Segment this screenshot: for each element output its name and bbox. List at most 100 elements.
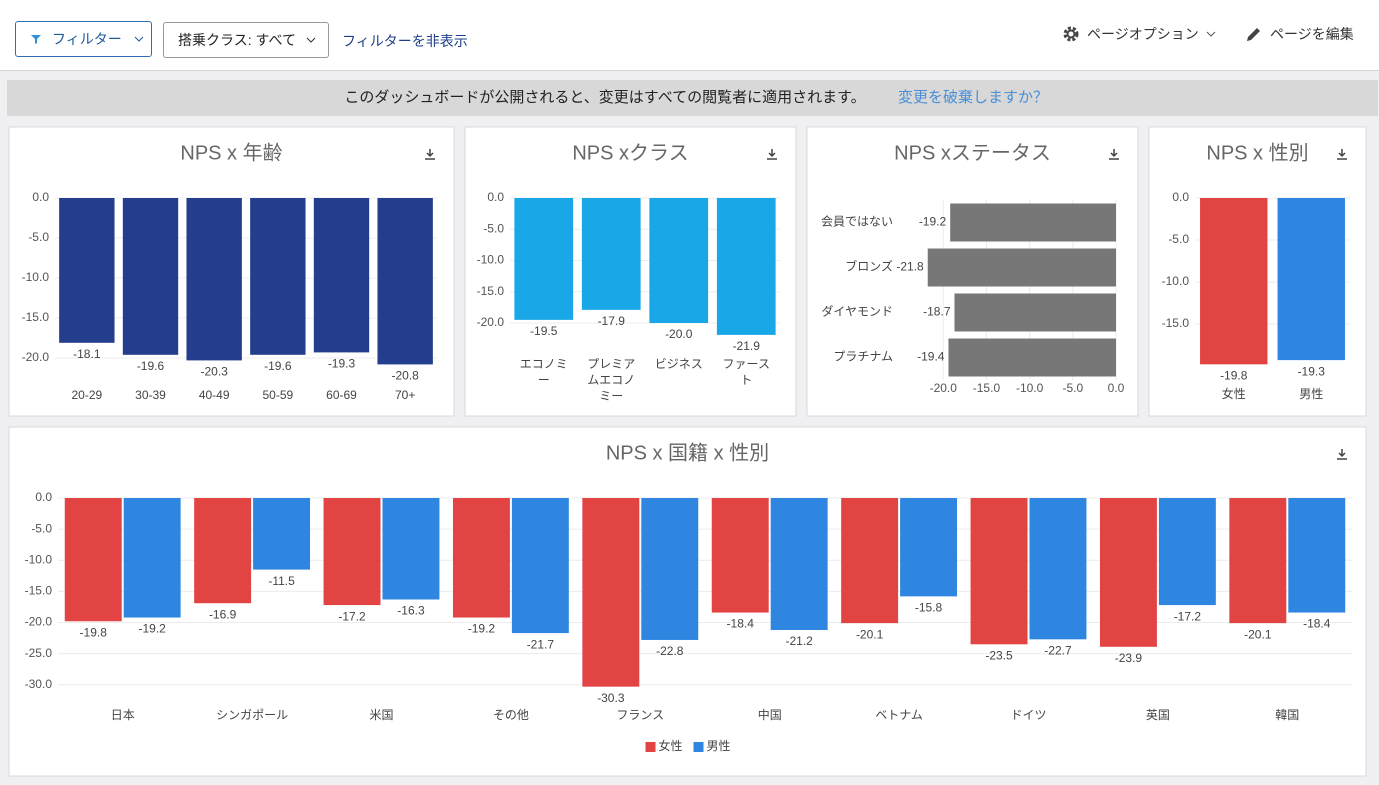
chevron — [306, 37, 316, 43]
value-label: -23.5 — [985, 648, 1013, 662]
chart-title: NPS x 国籍 x 性別 — [606, 441, 769, 464]
x-tick-label: エコノミー — [520, 357, 568, 387]
download-icon[interactable] — [1337, 149, 1347, 160]
value-label: -15.8 — [915, 601, 943, 615]
value-label: -18.4 — [1303, 617, 1331, 631]
x-tick-label: プレミアムエコノミー — [587, 357, 635, 403]
value-label: -20.3 — [200, 365, 228, 379]
y-tick-label: -20.0 — [25, 615, 53, 629]
bar — [716, 198, 776, 335]
y-tick-label: -10.0 — [22, 270, 50, 284]
x-tick-label: -10.0 — [1016, 381, 1044, 395]
download-icon[interactable] — [1109, 149, 1119, 160]
value-label: -21.8 — [896, 260, 924, 274]
x-tick-label: 20-29 — [71, 388, 102, 402]
bar — [948, 338, 1116, 377]
x-tick-label: 米国 — [369, 708, 393, 722]
bar — [123, 498, 181, 618]
x-tick-label: ビジネス — [655, 357, 703, 371]
x-tick-label: 日本 — [111, 708, 135, 722]
bar — [253, 498, 311, 570]
bar — [452, 498, 510, 618]
value-label: -19.5 — [530, 324, 558, 338]
banner-message: このダッシュボードが公開されると、変更はすべての閲覧者に適用されます。 — [344, 88, 865, 106]
discard-link[interactable]: 変更を破棄しますか？ — [898, 88, 1048, 106]
value-label: -20.0 — [665, 327, 693, 341]
download-glyph — [425, 149, 435, 160]
bar — [313, 198, 370, 353]
legend-label: 男性 — [707, 739, 731, 753]
bar — [1277, 198, 1345, 361]
y-tick-label: -10.0 — [477, 253, 505, 267]
download-icon[interactable] — [767, 149, 777, 160]
value-label: -18.4 — [727, 617, 755, 631]
bar — [382, 498, 440, 600]
bar — [511, 498, 569, 634]
value-label: -20.1 — [1244, 627, 1272, 641]
y-tick-label: 0.0 — [1172, 190, 1189, 204]
value-label: -21.2 — [785, 634, 813, 648]
y-tick-label: -10.0 — [1162, 274, 1190, 288]
value-label: -19.8 — [80, 625, 108, 639]
y-tick-label: プラチナム — [833, 350, 893, 364]
bar — [122, 198, 179, 355]
class-filter[interactable]: 搭乗クラス: すべて — [163, 22, 329, 58]
class-filter-label: 搭乗クラス: すべて — [178, 32, 296, 48]
value-label: -16.9 — [209, 607, 237, 621]
value-label: -17.2 — [338, 609, 366, 623]
value-label: -17.2 — [1174, 609, 1202, 623]
y-tick-label: 0.0 — [487, 190, 504, 204]
bar — [1200, 198, 1268, 365]
y-tick-label: -15.0 — [25, 584, 53, 598]
filter-button[interactable]: フィルター — [15, 21, 152, 57]
bar — [1229, 498, 1287, 624]
edit-page-label: ページを編集 — [1270, 26, 1354, 42]
bar — [641, 498, 699, 640]
bar — [64, 498, 122, 622]
download-icon[interactable] — [425, 149, 435, 160]
gear-icon — [1063, 26, 1079, 42]
value-label: -19.3 — [1298, 364, 1326, 378]
value-label: -21.9 — [733, 339, 761, 353]
value-label: -16.3 — [397, 604, 425, 618]
y-tick-label: -5.0 — [1168, 232, 1189, 246]
y-tick-label: -15.0 — [22, 310, 50, 324]
x-tick-label: ドイツ — [1010, 708, 1046, 722]
download-glyph — [1337, 449, 1347, 460]
value-label: -20.1 — [856, 627, 884, 641]
bar — [970, 498, 1028, 645]
legend-swatch — [645, 742, 656, 752]
bar — [1029, 498, 1087, 640]
edit-page[interactable]: ページを編集 — [1245, 24, 1354, 44]
value-label: -19.6 — [264, 359, 292, 373]
legend-label: 女性 — [659, 738, 683, 753]
value-label: -23.9 — [1115, 651, 1143, 665]
bar — [649, 198, 709, 323]
hide-filters-link[interactable]: フィルターを非表示 — [342, 33, 468, 49]
chart-title: NPS x 年齢 — [180, 141, 282, 164]
x-tick-label: -5.0 — [1062, 381, 1083, 395]
y-tick-label: ブロンズ — [845, 259, 893, 274]
page-options[interactable]: ページオプション — [1062, 24, 1216, 44]
y-tick-label: -5.0 — [31, 521, 52, 535]
x-tick-label: ベトナム — [875, 708, 923, 722]
bar — [841, 498, 899, 624]
x-tick-label: 30-39 — [135, 388, 166, 402]
x-tick-label: 中国 — [758, 707, 782, 722]
bar — [1288, 498, 1346, 613]
bar — [770, 498, 828, 630]
value-label: -19.3 — [328, 357, 356, 371]
y-tick-label: -5.0 — [28, 230, 49, 244]
bar — [194, 498, 252, 604]
legend-swatch — [693, 742, 704, 752]
x-tick-label: シンガポール — [216, 708, 288, 722]
bar — [250, 198, 306, 355]
x-tick-label: -15.0 — [973, 381, 1001, 395]
value-label: -19.4 — [917, 350, 945, 364]
download-icon[interactable] — [1337, 449, 1347, 460]
x-tick-label: 40-49 — [199, 388, 230, 402]
bar — [514, 198, 574, 320]
y-tick-label: 0.0 — [35, 490, 52, 504]
